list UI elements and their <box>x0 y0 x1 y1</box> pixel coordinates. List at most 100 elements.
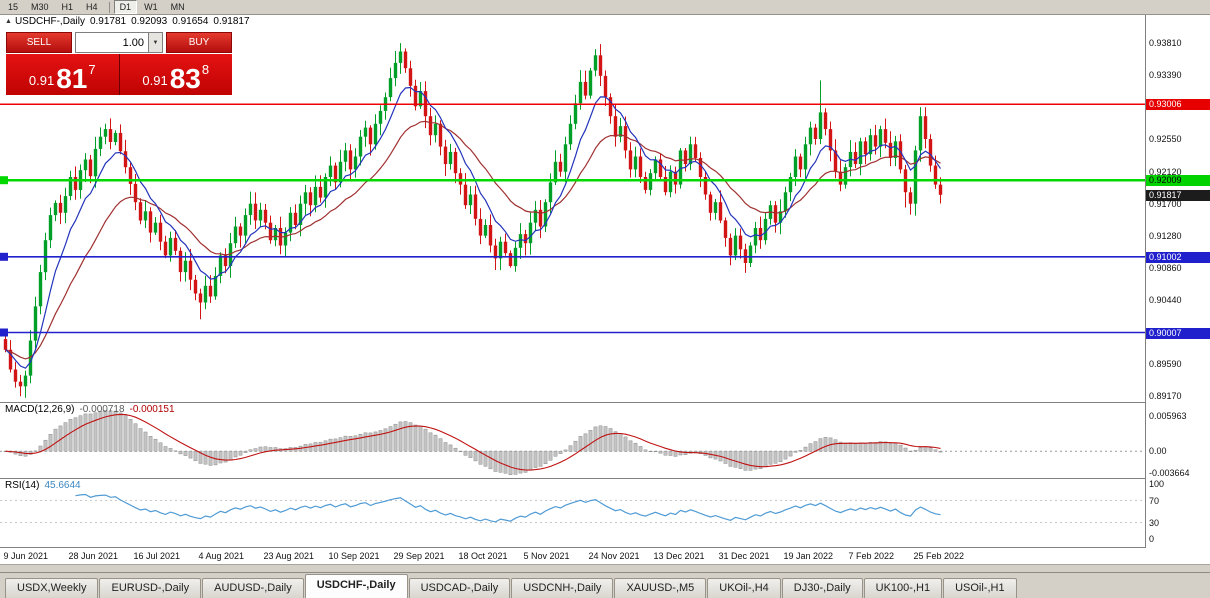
bid-price-button[interactable]: 0.91 81 7 <box>6 54 119 95</box>
macd-indicator-pane[interactable]: MACD(12,26,9) -0.000718 -0.000151 <box>0 403 1145 479</box>
fast-ma-line <box>5 86 941 369</box>
candle-body <box>378 110 383 124</box>
candle-body <box>858 141 863 165</box>
rsi-chart[interactable] <box>0 479 1145 548</box>
timeframe-button-h1[interactable]: H1 <box>61 2 74 12</box>
macd-histogram-bar <box>393 423 398 452</box>
chart-tab-usdchf-daily[interactable]: USDCHF-,Daily <box>304 574 408 598</box>
candlestick-chart[interactable] <box>0 15 1145 403</box>
timeframe-button-mn[interactable]: MN <box>170 2 185 12</box>
chart-tab-ukoil-h4[interactable]: UKOil-,H4 <box>707 578 781 598</box>
main-chart-pane[interactable]: ▲ USDCHF-,Daily 0.91781 0.92093 0.91654 0.918… <box>0 15 1145 403</box>
candle-body <box>458 173 463 185</box>
chart-title: ▲ USDCHF-,Daily 0.91781 0.92093 0.91654 0.918… <box>5 16 250 27</box>
candle-body <box>113 132 118 142</box>
chart-tab-xauusd-m5[interactable]: XAUUSD-,M5 <box>614 578 707 598</box>
volume-dropdown-button[interactable]: ▼ <box>149 32 163 53</box>
timeframe-button-d1[interactable]: D1 <box>113 0 138 14</box>
date-label: 31 Dec 2021 <box>718 551 770 561</box>
macd-histogram-bar <box>318 441 323 452</box>
timeframe-button-m30[interactable]: M30 <box>31 2 49 12</box>
macd-histogram-bar <box>733 450 738 468</box>
chart-tab-uk100-h1[interactable]: UK100-,H1 <box>863 578 943 598</box>
macd-histogram-bar <box>848 442 853 452</box>
macd-histogram-bar <box>103 410 108 452</box>
candle-body <box>293 212 298 225</box>
candle-body <box>763 218 768 241</box>
macd-histogram-bar <box>473 450 478 462</box>
macd-histogram-bar <box>743 450 748 471</box>
macd-histogram-bar <box>168 448 173 452</box>
ask-price-prefix: 0.91 <box>142 73 168 88</box>
candle-body <box>503 241 508 254</box>
candle-body <box>538 209 543 227</box>
candle-body <box>228 243 233 266</box>
macd-histogram-bar <box>653 450 658 453</box>
macd-histogram-bar <box>668 450 673 456</box>
chart-tab-usdcad-daily[interactable]: USDCAD-,Daily <box>408 578 511 598</box>
macd-histogram-bar <box>843 442 848 452</box>
macd-histogram-bar <box>588 430 593 452</box>
candle-body <box>853 151 858 165</box>
candle-body <box>38 272 43 307</box>
sell-button[interactable]: SELL <box>6 32 72 53</box>
chart-symbol: USDCHF-,Daily <box>14 16 85 27</box>
chart-tab-usdcnh-daily[interactable]: USDCNH-,Daily <box>511 578 614 598</box>
candle-body <box>863 141 868 155</box>
macd-histogram-bar <box>238 450 243 456</box>
bid-price-main: 81 <box>56 63 88 95</box>
macd-histogram-bar <box>358 434 363 452</box>
chart-tab-usdx-weekly[interactable]: USDX,Weekly <box>5 578 99 598</box>
buy-button[interactable]: BUY <box>166 32 232 53</box>
candle-body <box>608 97 613 117</box>
timeframe-button-w1[interactable]: W1 <box>144 2 158 12</box>
macd-histogram-bar <box>198 450 203 464</box>
candle-body <box>208 285 213 297</box>
macd-histogram-bar <box>763 450 768 468</box>
macd-histogram-bar <box>188 450 193 459</box>
candle-body <box>253 203 258 221</box>
candle-body <box>303 192 308 204</box>
macd-histogram-bar <box>388 426 393 452</box>
candle-body <box>98 136 103 149</box>
macd-histogram-bar <box>108 410 113 452</box>
date-axis: 9 Jun 2021 28 Jun 2021 16 Jul 2021 4 Aug 20… <box>0 548 1210 564</box>
macd-histogram-bar <box>738 450 743 469</box>
chart-tab-eurusd-daily[interactable]: EURUSD-,Daily <box>99 578 202 598</box>
macd-chart[interactable] <box>0 403 1145 479</box>
rsi-indicator-pane[interactable]: RSI(14) 45.6644 <box>0 479 1145 548</box>
candle-body <box>218 255 223 276</box>
candle-body <box>18 381 23 387</box>
macd-histogram-bar <box>483 450 488 467</box>
chart-tab-audusd-daily[interactable]: AUDUSD-,Daily <box>202 578 304 598</box>
volume-input[interactable]: 1.00 <box>75 32 149 53</box>
macd-histogram-bar <box>753 450 758 470</box>
timeframe-button-15[interactable]: 15 <box>8 2 19 12</box>
chart-tab-dj30-daily[interactable]: DJ30-,Daily <box>781 578 863 598</box>
macd-histogram-bar <box>508 450 513 475</box>
timeframe-button-h4[interactable]: H4 <box>86 2 98 12</box>
horizontal-scrollbar[interactable] <box>0 564 1210 572</box>
macd-histogram-bar <box>468 450 473 458</box>
macd-histogram-bar <box>373 431 378 452</box>
candle-body <box>73 177 78 190</box>
macd-histogram-bar <box>803 446 808 452</box>
candle-body <box>468 194 473 206</box>
ask-price-button[interactable]: 0.91 83 8 <box>119 54 232 95</box>
chart-tab-usoil-h1[interactable]: USOil-,H1 <box>943 578 1017 598</box>
macd-histogram-bar <box>68 418 73 452</box>
macd-histogram-bar <box>33 450 38 452</box>
slow-ma-line <box>5 120 941 360</box>
candle-body <box>328 165 333 177</box>
macd-histogram-bar <box>513 450 518 475</box>
macd-histogram-bar <box>773 450 778 464</box>
candle-body <box>938 184 943 195</box>
macd-histogram-bar <box>928 447 933 452</box>
macd-histogram-bar <box>163 446 168 452</box>
price-axis-label: 0.93390 <box>1149 70 1182 81</box>
candle-body <box>413 85 418 107</box>
candle-body <box>913 150 918 204</box>
macd-histogram-bar <box>878 441 883 452</box>
macd-histogram-bar <box>808 443 813 452</box>
collapse-arrow-icon[interactable]: ▲ <box>5 18 12 25</box>
